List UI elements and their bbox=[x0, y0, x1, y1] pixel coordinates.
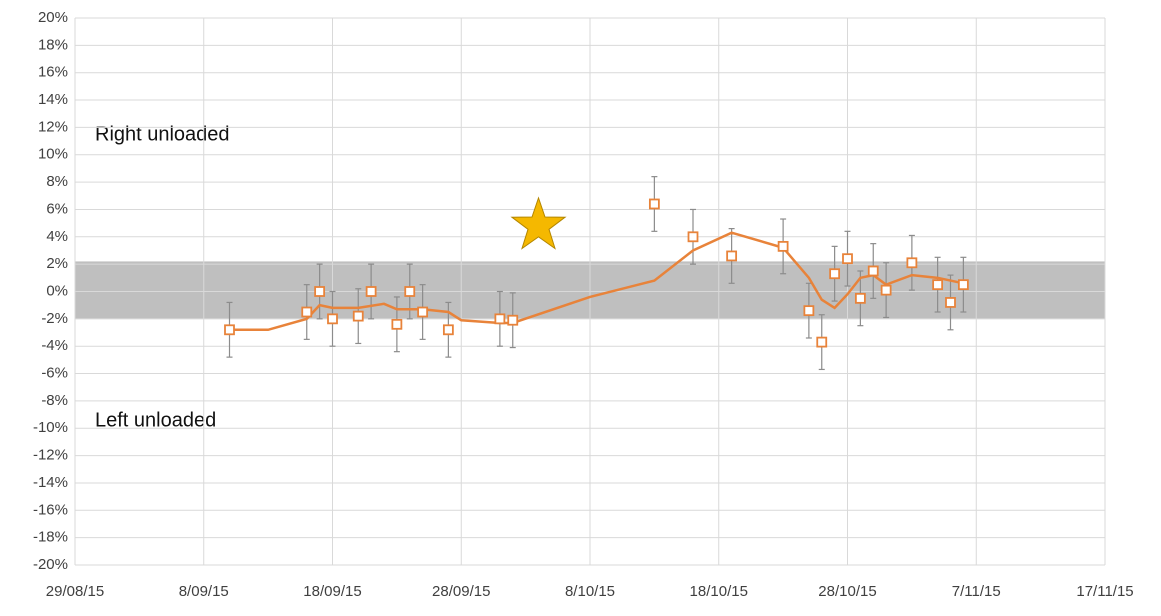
y-tick-label: 12% bbox=[38, 118, 68, 135]
y-tick-label: 20% bbox=[38, 9, 68, 26]
annotation: Right unloaded bbox=[95, 123, 230, 145]
marker bbox=[417, 306, 429, 318]
y-tick-label: -12% bbox=[33, 447, 68, 464]
y-tick-label: -14% bbox=[33, 474, 68, 491]
marker bbox=[867, 265, 879, 277]
marker bbox=[842, 253, 853, 265]
x-tick-label: 18/09/15 bbox=[303, 583, 361, 600]
marker bbox=[880, 284, 892, 296]
marker bbox=[726, 250, 738, 262]
x-tick-label: 28/09/15 bbox=[432, 583, 490, 600]
marker bbox=[301, 306, 313, 318]
marker bbox=[687, 231, 699, 243]
x-tick-label: 8/10/15 bbox=[565, 583, 615, 600]
marker bbox=[494, 313, 506, 325]
y-tick-label: 10% bbox=[38, 146, 68, 163]
marker bbox=[906, 257, 918, 269]
marker bbox=[945, 297, 956, 308]
y-tick-label: 14% bbox=[38, 91, 68, 108]
marker bbox=[507, 314, 519, 326]
y-tick-label: -4% bbox=[41, 337, 68, 354]
marker bbox=[391, 318, 403, 330]
y-tick-label: 18% bbox=[38, 36, 68, 53]
marker bbox=[816, 336, 828, 348]
x-tick-label: 7/11/15 bbox=[952, 583, 1001, 600]
marker bbox=[957, 279, 969, 291]
x-tick-label: 17/11/15 bbox=[1076, 583, 1133, 600]
marker bbox=[404, 286, 416, 297]
marker bbox=[314, 286, 326, 297]
y-tick-label: -20% bbox=[33, 556, 68, 573]
y-tick-label: 6% bbox=[46, 200, 68, 217]
marker bbox=[442, 324, 454, 336]
marker bbox=[854, 292, 866, 304]
marker bbox=[352, 310, 364, 322]
star bbox=[510, 196, 567, 250]
y-tick-label: -10% bbox=[33, 419, 68, 436]
marker bbox=[932, 279, 944, 291]
marker bbox=[648, 198, 660, 210]
x-tick-label: 8/09/15 bbox=[179, 583, 229, 600]
y-tick-label: -2% bbox=[41, 310, 68, 327]
y-tick-label: -16% bbox=[33, 501, 68, 518]
x-tick-label: 18/10/15 bbox=[690, 583, 748, 600]
y-tick-label: -18% bbox=[33, 529, 68, 546]
marker bbox=[327, 313, 338, 325]
x-tick-label: 28/10/15 bbox=[818, 583, 876, 600]
y-tick-label: 4% bbox=[46, 228, 68, 245]
y-tick-label: -8% bbox=[41, 392, 68, 409]
y-tick-label: 8% bbox=[46, 173, 68, 190]
y-tick-label: 16% bbox=[38, 64, 68, 81]
trend-line bbox=[229, 231, 964, 332]
marker bbox=[829, 268, 841, 280]
marker bbox=[365, 286, 377, 297]
marker bbox=[224, 324, 235, 336]
annotation: Left unloaded bbox=[95, 409, 216, 431]
x-tick-label: 29/08/15 bbox=[46, 583, 104, 600]
y-tick-label: -6% bbox=[41, 365, 68, 382]
y-tick-label: 0% bbox=[46, 282, 68, 299]
y-tick-label: 2% bbox=[46, 255, 68, 272]
marker bbox=[777, 240, 789, 252]
marker bbox=[803, 305, 815, 317]
